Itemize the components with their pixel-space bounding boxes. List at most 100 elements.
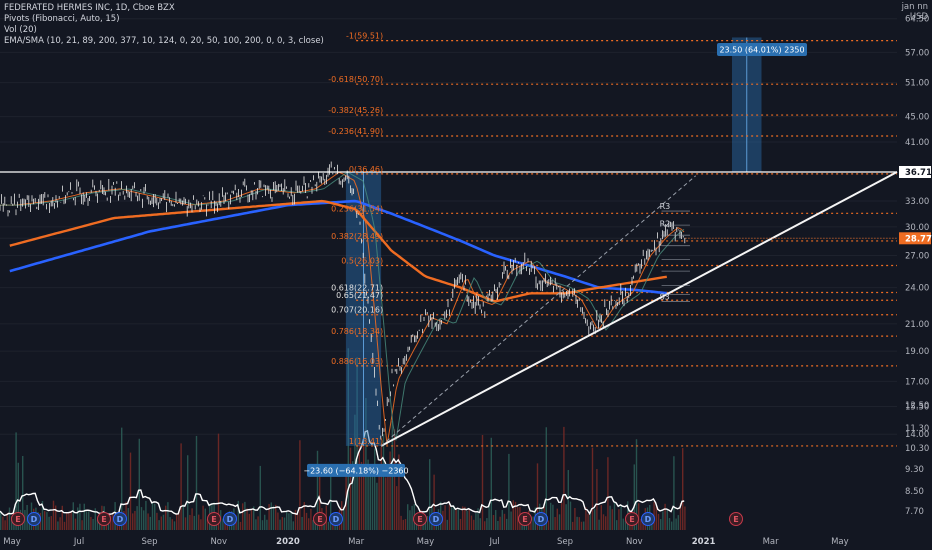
time-tick: Nov — [626, 537, 643, 547]
volume-bar — [2, 516, 4, 530]
volume-bar — [283, 517, 286, 530]
price-tick: 33.00 — [905, 197, 929, 207]
fib-label: 0(36.46) — [349, 165, 383, 174]
volume-bar — [682, 448, 684, 530]
volume-bar — [74, 518, 77, 530]
price-tick: 15.50 — [905, 403, 929, 413]
price-tick: 14.00 — [905, 430, 929, 440]
volume-bar — [235, 515, 237, 530]
volume-bar — [81, 520, 83, 530]
ema-indicator[interactable]: EMA/SMA (10, 21, 89, 200, 377, 10, 124, … — [4, 36, 324, 46]
volume-bar — [679, 503, 682, 530]
time-tick: Mar — [763, 537, 780, 547]
volume-bar — [459, 518, 462, 530]
volume-indicator[interactable]: Vol (20) — [4, 25, 37, 35]
time-tick: Jul — [489, 537, 500, 547]
volume-bar — [444, 505, 446, 530]
time-axis: May Jul Sep Nov 2020 Mar May Jul Sep Nov 2021 Mar Ma… — [0, 531, 932, 550]
volume-bar — [616, 520, 618, 530]
volume-bar — [314, 520, 316, 530]
volume-bar — [323, 519, 325, 530]
volume-bar — [46, 512, 48, 530]
volume-bar — [248, 513, 250, 530]
volume-bar — [585, 507, 587, 530]
volume-bar — [132, 513, 134, 530]
volume-bar — [662, 511, 664, 530]
volume-bar — [297, 512, 299, 530]
volume-bar — [668, 518, 671, 530]
price-tick: 21.00 — [905, 320, 929, 330]
volume-bar — [147, 513, 149, 530]
volume-bar — [666, 509, 668, 530]
fib-label: 0.707(20.16) — [331, 306, 383, 315]
slow-ema-line — [0, 171, 685, 441]
volume-bar — [110, 515, 112, 530]
volume-bar — [398, 454, 400, 530]
volume-bar — [495, 510, 497, 530]
volume-bar — [343, 507, 345, 530]
volume-bar — [396, 486, 398, 530]
volume-bar — [530, 521, 532, 530]
volume-bar — [572, 521, 574, 530]
fib-label: 0.786(18.34) — [331, 327, 383, 336]
price-tick: 7.70 — [905, 507, 924, 517]
volume-bar — [569, 501, 572, 530]
time-tick: May — [417, 537, 435, 547]
volume-bar — [605, 516, 607, 530]
volume-bar — [63, 521, 66, 530]
volume-bar — [143, 510, 145, 530]
volume-bar — [167, 502, 169, 530]
symbol-title[interactable]: FEDERATED HERMES INC, 1D, Cboe BZX — [4, 3, 175, 13]
volume-bar — [376, 482, 378, 530]
pivot-label: R2 — [660, 220, 671, 229]
earnings-icon — [313, 512, 327, 526]
volume-bar — [160, 516, 162, 530]
volume-bar — [202, 505, 204, 530]
price-tick: 28.77 — [905, 234, 932, 244]
price-tick: 36.71 — [905, 168, 932, 178]
volume-bar — [558, 514, 561, 530]
event-label: E — [522, 515, 527, 524]
volume-bar — [565, 504, 567, 530]
event-label: E — [733, 515, 738, 524]
volume-bar — [620, 504, 622, 530]
volume-bar — [387, 465, 389, 530]
volume-bar — [92, 518, 94, 530]
price-tick: 9.30 — [905, 465, 924, 475]
price-tick: 57.00 — [905, 48, 929, 58]
volume-bar — [673, 456, 675, 530]
volume-bar — [50, 516, 52, 530]
volume-bar — [55, 505, 57, 530]
volume-bar — [292, 521, 294, 530]
volume-bar — [550, 502, 552, 530]
volume-bar — [129, 452, 132, 530]
volume-bar — [424, 519, 426, 530]
volume-bar — [198, 514, 200, 530]
volume-bar — [501, 510, 503, 530]
price-axis-bg — [899, 0, 932, 550]
pivot-levels: R3 R2 S3 — [660, 202, 690, 302]
volume-bar — [68, 511, 70, 530]
pivots-indicator[interactable]: Pivots (Fibonacci, Auto, 15) — [4, 14, 120, 24]
volume-bar — [310, 509, 312, 530]
volume-bar — [512, 500, 514, 530]
volume-bar — [506, 518, 508, 530]
volume-bar — [217, 433, 220, 530]
fib-label: -0.382(45.26) — [328, 106, 383, 115]
volume-bar — [191, 508, 193, 530]
time-tick: Mar — [348, 537, 365, 547]
volume-bar — [17, 462, 19, 530]
volume-bar — [378, 476, 380, 530]
volume-bar — [176, 514, 178, 530]
blue-ema-line — [9, 199, 667, 295]
currency-unit: USD — [910, 12, 929, 22]
volume-bar — [294, 509, 297, 530]
price-tick: 30.00 — [905, 223, 929, 233]
volume-bar — [510, 511, 512, 530]
price-tick: 12.50 — [905, 401, 929, 411]
fib-label: 0.618(22.71) — [331, 284, 383, 293]
volume-bar — [598, 519, 600, 530]
volume-bar — [279, 519, 281, 530]
